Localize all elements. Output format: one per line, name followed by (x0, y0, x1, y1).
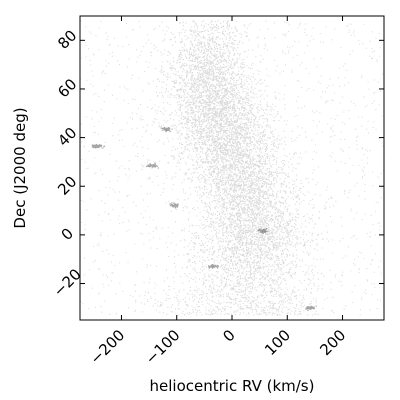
compact-cluster (160, 126, 173, 133)
compact-cluster (146, 162, 159, 169)
compact-cluster (257, 228, 268, 234)
scatter-points (80, 20, 385, 316)
compact-cluster (305, 305, 317, 312)
compact-cluster (91, 143, 106, 149)
compact-cluster (208, 264, 220, 269)
data-points-layer (80, 20, 385, 316)
compact-cluster (169, 202, 179, 209)
x-axis-label: heliocentric RV (km/s) (150, 377, 315, 395)
y-axis-label: Dec (J2000 deg) (11, 107, 29, 228)
